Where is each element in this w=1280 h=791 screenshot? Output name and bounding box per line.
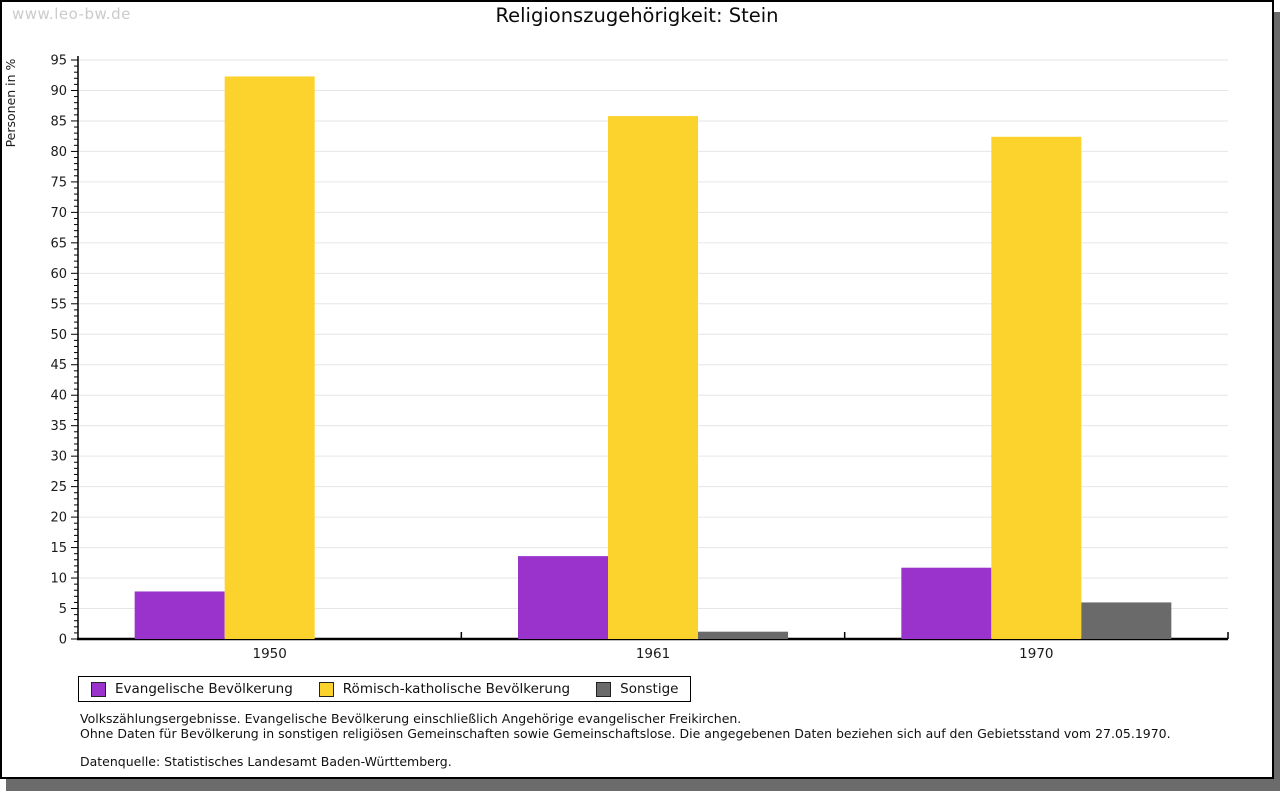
- y-tick-label-40: 40: [50, 389, 67, 404]
- y-tick-label-10: 10: [50, 572, 67, 587]
- legend-label-katholische: Römisch-katholische Bevölkerung: [342, 681, 571, 697]
- footnote-line-1: Volkszählungsergebnisse. Evangelische Be…: [80, 711, 742, 726]
- bar-1970-series-2: [1081, 602, 1172, 639]
- y-tick-label-0: 0: [59, 633, 67, 648]
- bar-1950-series-1: [224, 76, 315, 639]
- legend-swatch-katholische: [318, 681, 334, 697]
- bar-1961-series-0: [518, 556, 608, 639]
- y-tick-label-65: 65: [50, 236, 67, 251]
- y-tick-label-85: 85: [50, 114, 67, 129]
- legend-swatch-evangelische: [91, 681, 106, 697]
- chart-title: Religionszugehörigkeit: Stein: [495, 4, 779, 27]
- data-source-note: Datenquelle: Statistisches Landesamt Bad…: [80, 754, 452, 769]
- x-category-label-1950: 1950: [252, 646, 286, 662]
- legend-item-evangelische: Evangelische Bevölkerung: [91, 681, 293, 697]
- legend-item-katholische: Römisch-katholische Bevölkerung: [318, 681, 571, 697]
- y-tick-label-35: 35: [50, 419, 67, 434]
- bar-1961-series-1: [608, 116, 698, 639]
- x-category-label-1970: 1970: [1019, 646, 1053, 662]
- footnote-line-2: Ohne Daten für Bevölkerung in sonstigen …: [80, 726, 1171, 741]
- y-tick-label-55: 55: [50, 297, 67, 312]
- bar-1970-series-1: [991, 136, 1082, 639]
- legend-label-evangelische: Evangelische Bevölkerung: [115, 681, 293, 697]
- legend-item-sonstige: Sonstige: [596, 681, 678, 697]
- bar-1950-series-0: [134, 591, 225, 639]
- y-tick-label-75: 75: [50, 175, 67, 190]
- y-tick-label-45: 45: [50, 358, 67, 373]
- y-tick-label-15: 15: [50, 541, 67, 556]
- y-tick-label-25: 25: [50, 480, 67, 495]
- y-tick-label-50: 50: [50, 328, 67, 343]
- y-tick-label-90: 90: [50, 84, 67, 99]
- legend-swatch-sonstige: [596, 681, 612, 697]
- y-tick-label-70: 70: [50, 206, 67, 221]
- bar-1961-series-2: [698, 631, 788, 639]
- y-tick-label-20: 20: [50, 511, 67, 526]
- y-axis-title: Personen in %: [3, 58, 18, 147]
- y-tick-label-60: 60: [50, 267, 67, 282]
- footnotes: Volkszählungsergebnisse. Evangelische Be…: [80, 711, 1171, 769]
- y-tick-label-5: 5: [59, 602, 67, 617]
- y-tick-label-30: 30: [50, 450, 67, 465]
- bar-chart-plot: 0 5 10 15 20 25 30 35 40 45 50 55 60 65 70 75 80 85 90 95 19…: [3, 54, 1229, 662]
- y-tick-label-95: 95: [50, 54, 67, 69]
- bar-1970-series-0: [901, 567, 992, 639]
- legend-label-sonstige: Sonstige: [620, 681, 679, 697]
- x-category-label-1961: 1961: [636, 646, 670, 662]
- y-tick-label-80: 80: [50, 145, 67, 160]
- chart-legend: Evangelische Bevölkerung Römisch-katholi…: [78, 676, 692, 702]
- watermark-leo-bw: www.leo-bw.de: [12, 5, 131, 23]
